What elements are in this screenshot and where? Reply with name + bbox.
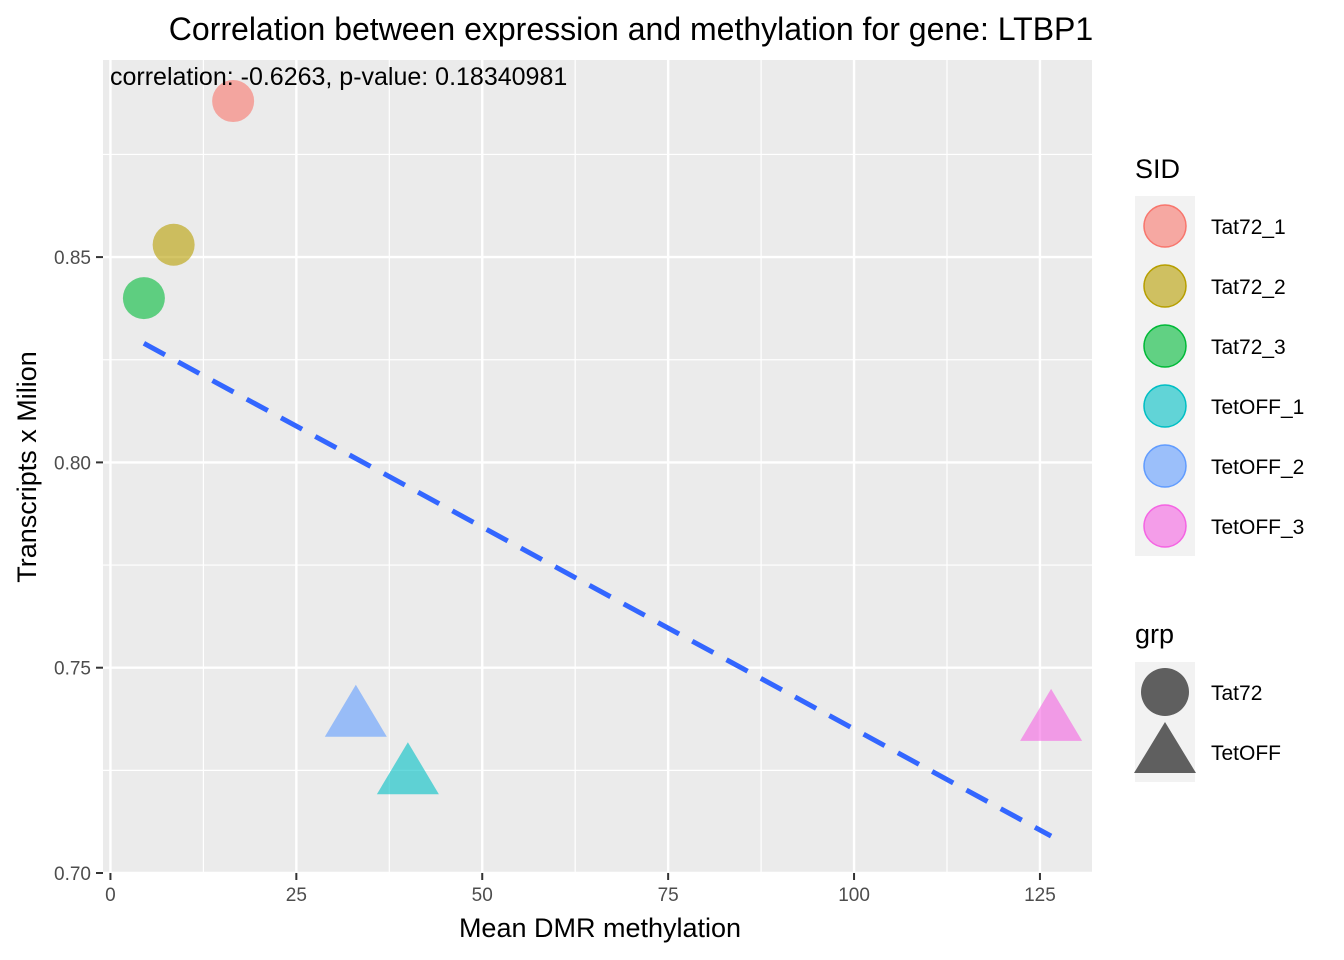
- y-tick-label: 0.85: [54, 248, 91, 269]
- plot-panel: [103, 60, 1092, 873]
- legend-grp: grp Tat72 TetOFF: [1134, 619, 1281, 782]
- legend-sid-swatch: [1143, 264, 1187, 308]
- legend-sid-label: Tat72_3: [1211, 336, 1286, 359]
- legend-sid-swatch: [1143, 204, 1187, 248]
- legend-sid: SID Tat72_1 Tat72_2 Tat72_3 TetOFF_1 TetOFF_…: [1135, 154, 1304, 556]
- legend-sid-label: TetOFF_2: [1211, 456, 1304, 479]
- legend-sid-label: Tat72_2: [1211, 276, 1286, 299]
- legend-sid-label: Tat72_1: [1211, 216, 1286, 239]
- chart-title: Correlation between expression and methy…: [169, 11, 1093, 47]
- point-tetoff-1: [376, 742, 439, 795]
- point-tat72-1: [212, 80, 255, 123]
- x-tick-label: 125: [1024, 885, 1056, 906]
- x-tick-label: 50: [472, 885, 493, 906]
- legend-sid-label: TetOFF_1: [1211, 396, 1304, 419]
- x-tick-label: 75: [658, 885, 679, 906]
- legend-sid-label: TetOFF_3: [1211, 516, 1304, 539]
- x-tick-label: 0: [105, 885, 116, 906]
- legend-grp-title: grp: [1135, 619, 1174, 649]
- data-points: [122, 80, 1083, 795]
- legend-grp-triangle-icon: [1134, 722, 1196, 773]
- legend-grp-circle-icon: [1141, 668, 1189, 716]
- x-tick-label: 25: [286, 885, 307, 906]
- legend-grp-label: Tat72: [1211, 682, 1262, 705]
- point-tetoff-2: [324, 684, 387, 737]
- correlation-annotation: correlation: -0.6263, p-value: 0.1834098…: [110, 63, 567, 91]
- legend-sid-title: SID: [1135, 154, 1180, 184]
- y-tick-label: 0.80: [54, 453, 91, 474]
- legend-sid-swatch: [1143, 324, 1187, 368]
- y-tick-label: 0.70: [54, 864, 91, 885]
- axes: 0 25 50 75 100 125 0.70 0.75 0.80 0.85: [54, 248, 1056, 906]
- grid-lines: [103, 60, 1092, 875]
- point-tetoff-3: [1020, 688, 1083, 741]
- point-tat72-2: [152, 223, 195, 266]
- legend-sid-swatch: [1143, 444, 1187, 488]
- point-tat72-3: [122, 277, 165, 320]
- legend-sid-swatch: [1143, 504, 1187, 548]
- legend-sid-key-background: [1135, 196, 1195, 556]
- y-axis-title: Transcripts x Milion: [12, 351, 42, 583]
- legend-grp-label: TetOFF: [1211, 742, 1281, 765]
- y-tick-label: 0.75: [54, 659, 91, 680]
- legend-sid-swatch: [1143, 384, 1187, 428]
- trend-line-group: [142, 341, 1053, 839]
- x-axis-title: Mean DMR methylation: [459, 913, 741, 943]
- x-tick-label: 100: [838, 885, 870, 906]
- trend-line: [142, 341, 1053, 839]
